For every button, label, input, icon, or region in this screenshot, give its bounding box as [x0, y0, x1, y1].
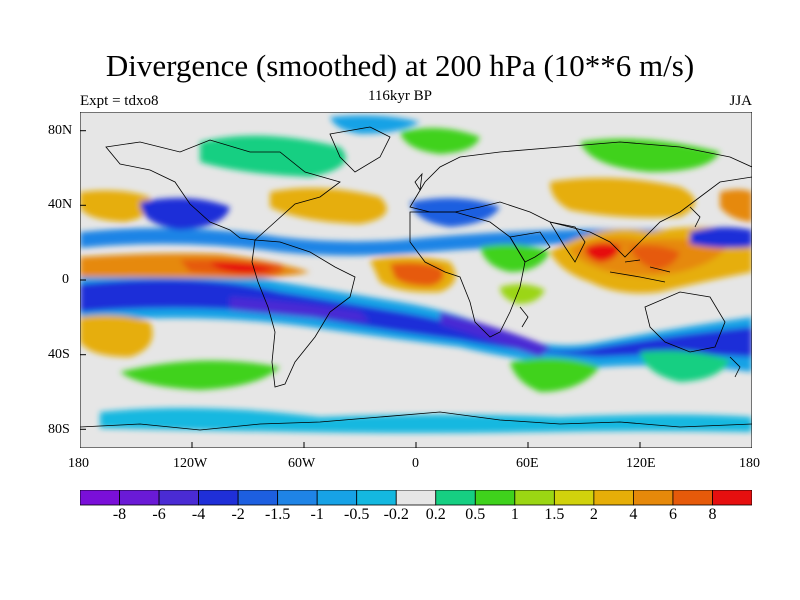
- colorbar-box: [80, 490, 120, 506]
- x-tick-label: 120E: [626, 456, 656, 471]
- x-tick-label: 120W: [173, 456, 208, 471]
- colorbar-box: [633, 490, 674, 506]
- colorbar-label: 0.2: [425, 506, 446, 523]
- tick-marks: [80, 130, 641, 448]
- colorbar-label: -0.5: [344, 506, 370, 523]
- colorbar-label: -0.2: [383, 506, 409, 523]
- x-tick-label: 60W: [288, 456, 316, 471]
- colorbar-box: [712, 490, 752, 506]
- x-tick-label: 180: [68, 456, 89, 471]
- subtitle: 116kyr BP: [367, 88, 433, 104]
- colorbar-box: [119, 490, 160, 506]
- x-tick-label: 180: [739, 456, 760, 471]
- y-tick-label: 40N: [48, 197, 73, 212]
- divergence-map: [80, 112, 752, 448]
- colorbar-label: 0.5: [465, 506, 486, 523]
- colorbar-box: [237, 490, 279, 506]
- colorbar-box: [553, 490, 595, 506]
- contour-fill: [80, 112, 752, 448]
- colorbar-box: [593, 490, 634, 506]
- x-tick-label: 60E: [516, 456, 539, 471]
- colorbar-label: 1: [510, 506, 519, 523]
- page-title: Divergence (smoothed) at 200 hPa (10**6 …: [105, 48, 695, 83]
- y-tick-label: 80S: [48, 422, 70, 437]
- colorbar-box: [514, 490, 555, 506]
- colorbar: [80, 490, 752, 506]
- colorbar-box: [356, 490, 397, 506]
- experiment-label: Expt = tdxo8: [80, 93, 159, 109]
- colorbar-box: [198, 490, 239, 506]
- season-label: JJA: [729, 93, 752, 109]
- colorbar-label: -1.5: [264, 506, 291, 523]
- y-tick-label: 0: [62, 272, 69, 287]
- colorbar-label: -6: [152, 506, 166, 523]
- y-tick-label: 80N: [48, 123, 73, 138]
- x-tick-label: 0: [412, 456, 419, 471]
- colorbar-box: [435, 490, 476, 506]
- colorbar-label: -8: [112, 506, 127, 523]
- colorbar-label: 8: [708, 506, 717, 523]
- colorbar-box: [672, 490, 713, 506]
- colorbar-box: [395, 490, 437, 506]
- colorbar-label: 1.5: [544, 506, 565, 523]
- coastlines: [80, 126, 752, 431]
- colorbar-box: [474, 490, 516, 506]
- y-tick-label: 40S: [48, 347, 70, 362]
- colorbar-label: -2: [231, 506, 245, 523]
- colorbar-box: [316, 490, 358, 506]
- colorbar-label: 2: [589, 506, 598, 523]
- colorbar-label: -4: [191, 506, 206, 523]
- colorbar-label: 6: [668, 506, 677, 523]
- colorbar-label: -1: [310, 506, 324, 523]
- colorbar-box: [277, 490, 318, 506]
- colorbar-label: 4: [629, 506, 638, 523]
- colorbar-box: [158, 490, 199, 506]
